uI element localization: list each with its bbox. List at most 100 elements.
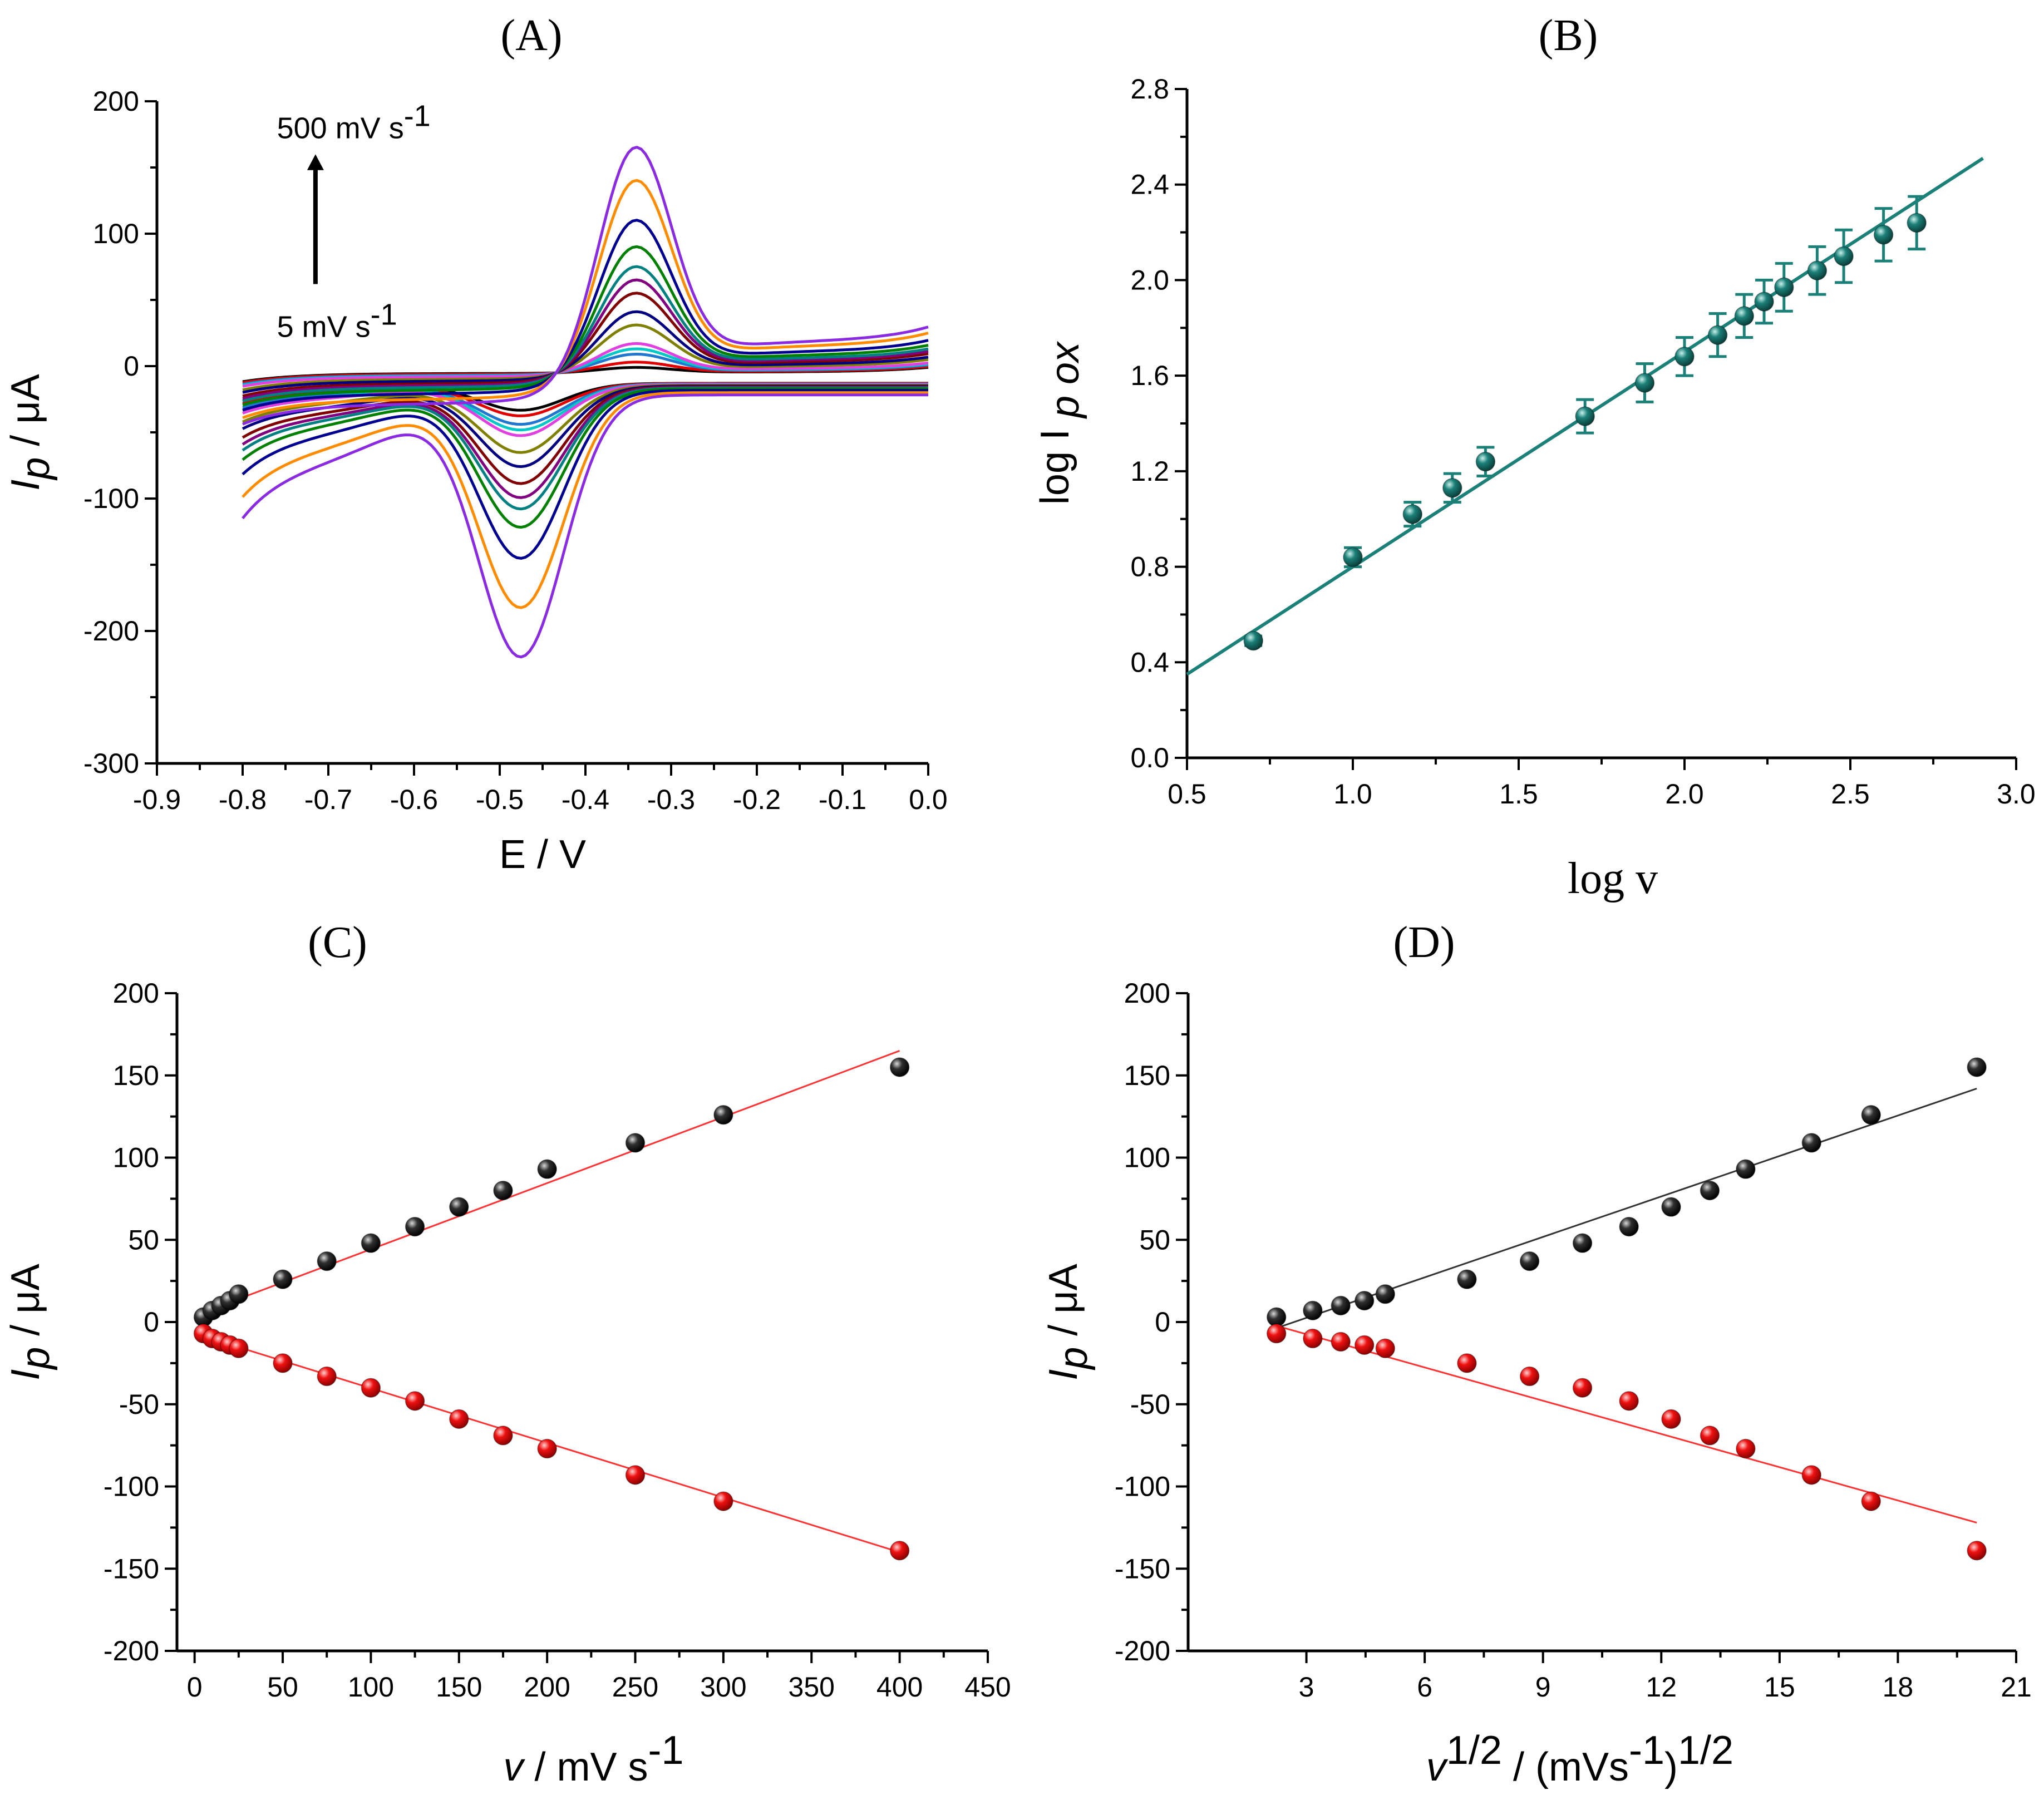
y-tick-label: -100 [104,1471,159,1502]
x-tick-label: 350 [789,1671,835,1703]
data-point [317,1366,337,1387]
data-point [1619,1391,1639,1411]
data-point [1331,1295,1351,1316]
y-axis-title-sub: p [13,1347,58,1370]
x-tick-label: 400 [876,1671,923,1703]
data-point [1634,373,1655,393]
cv-curve-cathodic [242,393,928,659]
data-point [1402,504,1423,524]
x-tick-label: 9 [1535,1671,1551,1703]
y-tick-label: 0.8 [1130,551,1169,583]
y-axis-title: log I p ox [1033,341,1087,505]
data-point [889,1057,910,1077]
data-point [1519,1366,1540,1387]
y-axis-title-sub: p [13,457,58,481]
fit-line [194,1050,900,1316]
x-tick-label: 18 [1883,1671,1914,1703]
x-tick-label: 0.0 [909,784,948,815]
data-point [1834,246,1854,267]
cv-curve-anodic [242,310,929,394]
y-tick-label: 100 [113,1142,159,1173]
x-axis-title-text: log v [1568,854,1658,903]
x-axis-title: v1/2 / (mVs-1)1/2 [1426,1728,1733,1789]
x-tick-label: 0 [187,1671,203,1703]
data-point [1303,1300,1323,1321]
data-point [1861,1104,1881,1125]
panel-a-cyclic-voltammograms: -0.9 -0.8 -0.7 -0.6 -0.5 -0.4 -0.3 -0.2 -0.1 0.0 -… [3,11,948,877]
x-tick-label: 2.5 [1831,778,1870,810]
y-tick-label: 100 [1124,1142,1170,1173]
data-point [1457,1353,1477,1373]
cv-curve-cathodic [242,387,928,529]
x-tick-label: 12 [1646,1671,1677,1703]
data-point [1801,1465,1822,1485]
data-point [1774,277,1794,298]
y-tick-label: 150 [113,1060,159,1091]
data-point [1572,1378,1593,1398]
y-tick-label: 0 [124,351,139,382]
data-point [1266,1323,1287,1344]
x-tick-label: 1.0 [1333,778,1372,810]
cv-curve-cathodic [242,391,928,609]
data-point [889,1540,910,1561]
panel-d-current-vs-sqrt-scan-rate: 3 6 9 12 15 18 21 -200 -150 -100 -50 0 50 100 150 200 (D… [1041,918,2032,1789]
data-point [229,1284,249,1304]
x-axis-title-main: v [1426,1745,1449,1789]
data-point [625,1465,646,1485]
data-point [1736,1159,1756,1179]
data-point [537,1159,557,1179]
panel-title: (C) [308,918,367,967]
annotation-500-text: 500 mV s [277,112,404,145]
x-tick-label: 100 [348,1671,394,1703]
data-point [1967,1057,1987,1077]
data-point [1873,225,1894,245]
y-tick-label: -150 [104,1553,159,1584]
y-axis-title: Ip / μA [1041,1264,1096,1380]
y-tick-label: 0 [144,1306,159,1338]
x-axis-title: E / V [499,832,586,877]
x-tick-label: 3.0 [1997,778,2036,810]
y-axis-title: Ip / μA [3,1264,58,1380]
y-tick-label: -100 [83,483,139,514]
y-tick-label: 200 [93,86,139,117]
x-tick-label: -0.5 [476,784,524,815]
data-point [625,1133,646,1153]
annotation-5-text: 5 mV s [277,310,371,344]
data-point [1674,347,1695,367]
data-point [1754,292,1774,312]
data-point [405,1216,425,1237]
y-tick-label: 200 [113,978,159,1009]
y-axis-title-tail: / μA [3,374,48,457]
x-axis-title: log v [1568,854,1658,903]
fit-line [1274,1324,1977,1523]
y-tick-label: -300 [83,748,139,779]
y-axis-title-main: I [3,480,48,491]
y-tick-label: 0 [1155,1306,1170,1338]
x-tick-label: -0.2 [733,784,781,815]
data-point [1343,547,1363,568]
panel-c-current-vs-scan-rate: 0 50 100 150 200 250 300 350 400 450-200-150-100-… [3,918,1011,1789]
data-point [1442,478,1462,498]
x-tick-label: 200 [524,1671,570,1703]
y-axis-title-sub: p ox [1043,341,1087,429]
y-tick-label: 50 [1139,1224,1170,1255]
data-point [229,1338,249,1359]
y-tick-label: 100 [93,218,139,249]
data-point [713,1491,733,1511]
y-tick-label: -150 [1115,1553,1170,1584]
y-tick-label: -200 [104,1635,159,1666]
y-tick-label: 2.4 [1130,169,1169,200]
x-tick-label: 15 [1764,1671,1795,1703]
x-tick-label: -0.7 [304,784,352,815]
cv-curve-cathodic [242,388,928,560]
y-tick-label: 150 [1124,1060,1170,1091]
annotation-500-sup: -1 [404,100,431,133]
cv-curve-anodic [242,323,929,392]
data-point [273,1269,293,1289]
panel-b-log-log-plot: 0.5 1.0 1.5 2.0 2.5 3.0 0.0 0.4 0.8 1.2 1.6 2.0 2.4 2… [1033,11,2036,903]
x-axis-title-tail: / (mVs [1502,1745,1629,1789]
data-point [1967,1540,1987,1561]
data-point [1861,1491,1881,1511]
x-tick-label: 6 [1417,1671,1432,1703]
data-point [1375,1284,1396,1304]
